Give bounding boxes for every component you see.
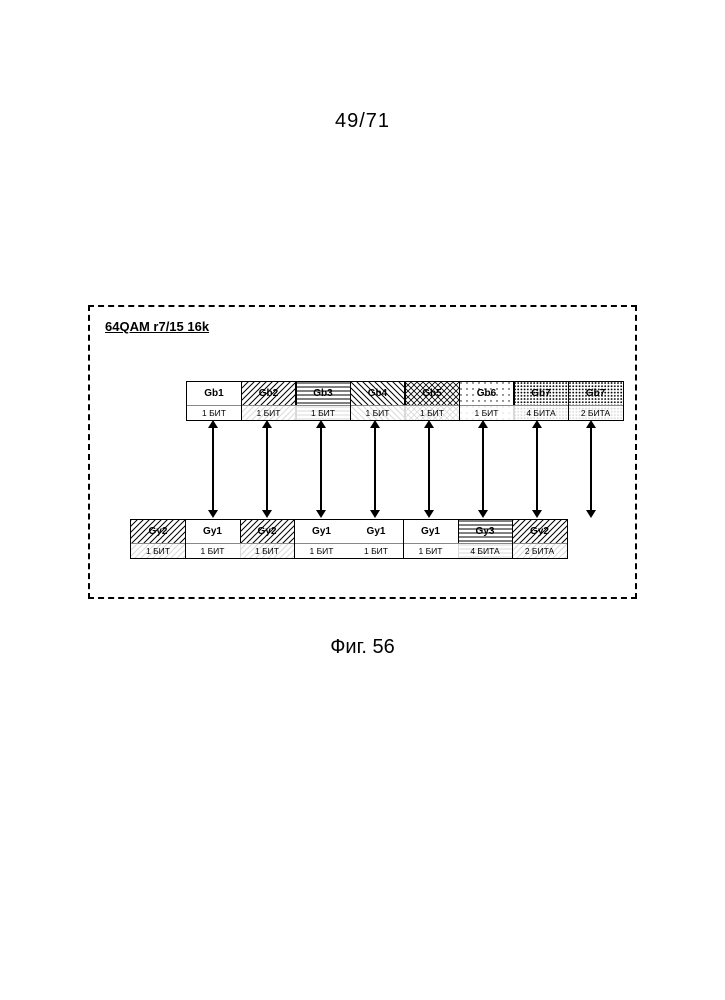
bottom-row: Gy21 БИТGy11 БИТGy21 БИТGy11 БИТGy11 БИТ… [130, 519, 568, 559]
cell-label: Gy1 [404, 520, 458, 543]
gb-cell: Gb51 БИТ [404, 381, 460, 421]
gb-cell: Gb61 БИТ [459, 381, 515, 421]
cell-bits: 1 БИТ [349, 543, 403, 558]
cell-bits: 2 БИТА [569, 405, 623, 420]
gy-cell: Gy11 БИТ [294, 519, 350, 559]
cell-bits: 2 БИТА [513, 543, 567, 558]
gy-cell: Gy22 БИТА [512, 519, 568, 559]
mapping-arrow [590, 427, 592, 511]
cell-bits: 1 БИТ [296, 405, 350, 420]
gy-cell: Gy11 БИТ [348, 519, 404, 559]
cell-bits: 1 БИТ [405, 405, 459, 420]
mapping-arrow [374, 427, 376, 511]
cell-bits: 1 БИТ [295, 543, 349, 558]
mapping-arrow [482, 427, 484, 511]
mapping-arrow [536, 427, 538, 511]
cell-label: Gy1 [349, 520, 403, 543]
cell-label: Gy1 [295, 520, 349, 543]
gy-cell: Gy11 БИТ [403, 519, 459, 559]
cell-label: Gb5 [405, 382, 459, 405]
gy-cell: Gy34 БИТА [457, 519, 513, 559]
cell-label: Gy2 [240, 520, 294, 543]
cell-label: Gb7 [514, 382, 568, 405]
cell-label: Gb4 [351, 382, 405, 405]
cell-label: Gb6 [460, 382, 514, 405]
mapping-arrow [320, 427, 322, 511]
mapping-arrow [428, 427, 430, 511]
mapping-arrow [266, 427, 268, 511]
cell-bits: 1 БИТ [242, 405, 296, 420]
cell-bits: 1 БИТ [187, 405, 241, 420]
gb-cell: Gb11 БИТ [186, 381, 242, 421]
gb-cell: Gb72 БИТА [568, 381, 624, 421]
cell-label: Gy2 [513, 520, 567, 543]
gy-cell: Gy21 БИТ [130, 519, 186, 559]
cell-bits: 1 БИТ [186, 543, 240, 558]
cell-bits: 4 БИТА [514, 405, 568, 420]
diagram-title: 64QAM r7/15 16k [105, 319, 209, 334]
page-number: 49/71 [0, 110, 725, 133]
gb-cell: Gb31 БИТ [295, 381, 351, 421]
cell-bits: 1 БИТ [404, 543, 458, 558]
gb-cell: Gb21 БИТ [241, 381, 297, 421]
gy-cell: Gy11 БИТ [185, 519, 241, 559]
cell-label: Gb1 [187, 382, 241, 405]
gb-cell: Gb41 БИТ [350, 381, 406, 421]
cell-label: Gb3 [296, 382, 350, 405]
cell-bits: 1 БИТ [131, 543, 185, 558]
cell-label: Gy1 [186, 520, 240, 543]
cell-label: Gy3 [458, 520, 512, 543]
cell-label: Gb2 [242, 382, 296, 405]
diagram-frame: 64QAM r7/15 16k Gb11 БИТGb21 БИТGb31 БИТ… [88, 305, 637, 599]
cell-bits: 1 БИТ [351, 405, 405, 420]
cell-bits: 1 БИТ [460, 405, 514, 420]
mapping-arrow [212, 427, 214, 511]
cell-label: Gy2 [131, 520, 185, 543]
top-row: Gb11 БИТGb21 БИТGb31 БИТGb41 БИТGb51 БИТ… [186, 381, 624, 421]
gy-cell: Gy21 БИТ [239, 519, 295, 559]
cell-bits: 1 БИТ [240, 543, 294, 558]
cell-label: Gb7 [569, 382, 623, 405]
cell-bits: 4 БИТА [458, 543, 512, 558]
figure-caption: Фиг. 56 [0, 636, 725, 659]
gb-cell: Gb74 БИТА [513, 381, 569, 421]
